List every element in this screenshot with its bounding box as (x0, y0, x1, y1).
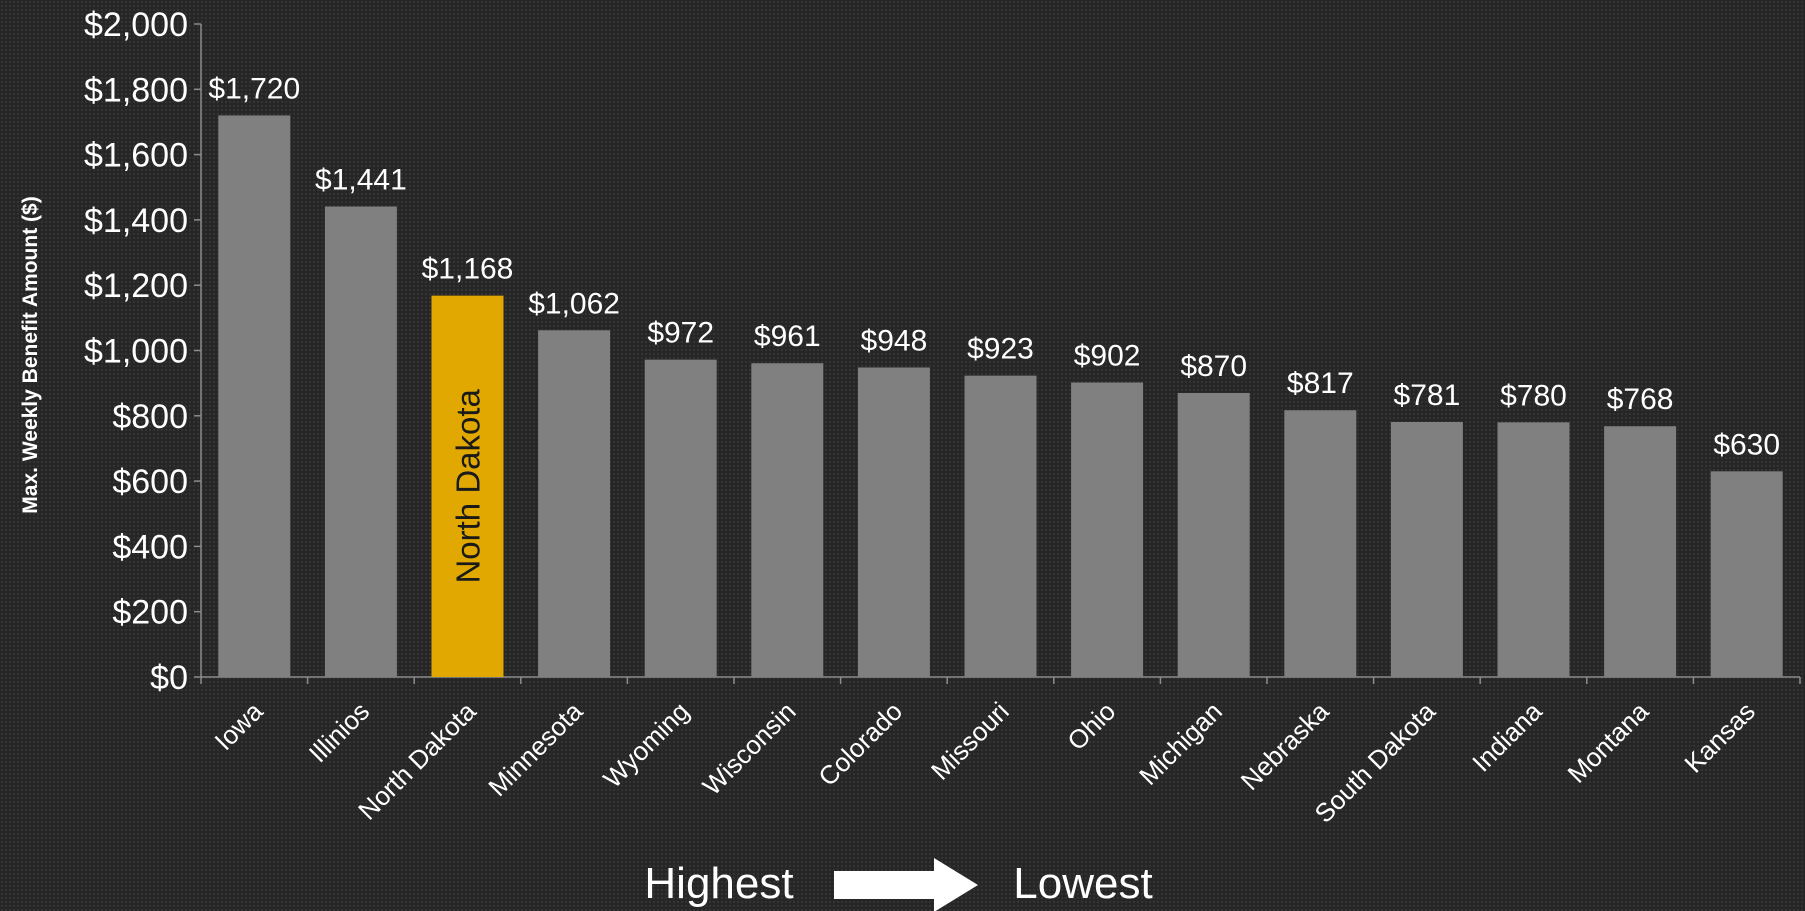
bar (1497, 422, 1570, 677)
category-label: Iowa (208, 696, 268, 756)
footer-highest-text: Highest (644, 859, 793, 908)
bar (1604, 426, 1677, 677)
y-tick-label: $1,600 (84, 137, 188, 175)
data-label: $1,062 (528, 287, 620, 320)
category-label: Wisconsin (697, 696, 802, 801)
bar (1710, 471, 1783, 677)
category-label: Michigan (1133, 696, 1228, 791)
data-label: $1,168 (422, 253, 514, 286)
bar (324, 206, 397, 678)
data-label: $780 (1500, 379, 1567, 412)
bar (1390, 422, 1463, 677)
category-label: Kansas (1678, 696, 1761, 779)
y-tick-label: $400 (112, 528, 188, 566)
category-label: Indiana (1466, 696, 1548, 778)
category-label: Montana (1562, 696, 1655, 789)
bar (751, 363, 824, 677)
category-label: Illinios (303, 696, 375, 768)
data-label: $870 (1180, 350, 1247, 383)
bars (218, 115, 1783, 678)
bar (644, 359, 717, 677)
bar (1284, 410, 1357, 677)
category-label: Minnesota (482, 696, 588, 802)
category-label: Colorado (812, 696, 908, 792)
bar (964, 375, 1037, 677)
data-label: $961 (754, 320, 821, 353)
right-arrow-icon (834, 858, 978, 911)
y-tick-label: $1,800 (84, 71, 188, 109)
data-label: $1,441 (315, 164, 407, 197)
y-tick-label: $200 (112, 594, 188, 632)
data-label: $768 (1607, 383, 1674, 416)
y-tick-label: $1,000 (84, 333, 188, 371)
y-tick-label: $800 (112, 398, 188, 436)
bar (1071, 382, 1144, 677)
bar (857, 367, 930, 677)
bar (538, 330, 611, 677)
y-tick-label: $1,200 (84, 267, 188, 305)
category-label: Missouri (925, 696, 1015, 786)
data-label: $781 (1394, 379, 1461, 412)
category-label: Ohio (1061, 696, 1121, 756)
data-label: $923 (967, 333, 1034, 366)
data-label: $630 (1713, 428, 1780, 461)
data-label: $972 (647, 317, 714, 350)
category-label: Nebraska (1235, 696, 1335, 796)
y-tick-label: $600 (112, 463, 188, 501)
highlight-bar-label: North Dakota (450, 388, 487, 583)
y-axis-title: Max. Weekly Benefit Amount ($) (19, 196, 42, 513)
y-tick-label: $1,400 (84, 202, 188, 240)
data-label: $1,720 (208, 72, 300, 105)
data-label: $817 (1287, 367, 1354, 400)
data-label: $948 (861, 324, 928, 357)
category-label: Wyoming (597, 696, 695, 794)
footer-lowest-text: Lowest (1013, 859, 1152, 908)
footer: Highest Lowest (644, 858, 1153, 911)
bar (1177, 392, 1250, 677)
bar (218, 115, 291, 678)
data-label: $902 (1074, 339, 1141, 372)
y-tick-label: $2,000 (84, 6, 188, 44)
bar-highlighted (431, 295, 504, 677)
y-tick-label: $0 (150, 659, 188, 697)
axes: $0 $200 $400 $600 $800 $1,000 $1,200 $1,400 $1,6… (84, 6, 1801, 697)
